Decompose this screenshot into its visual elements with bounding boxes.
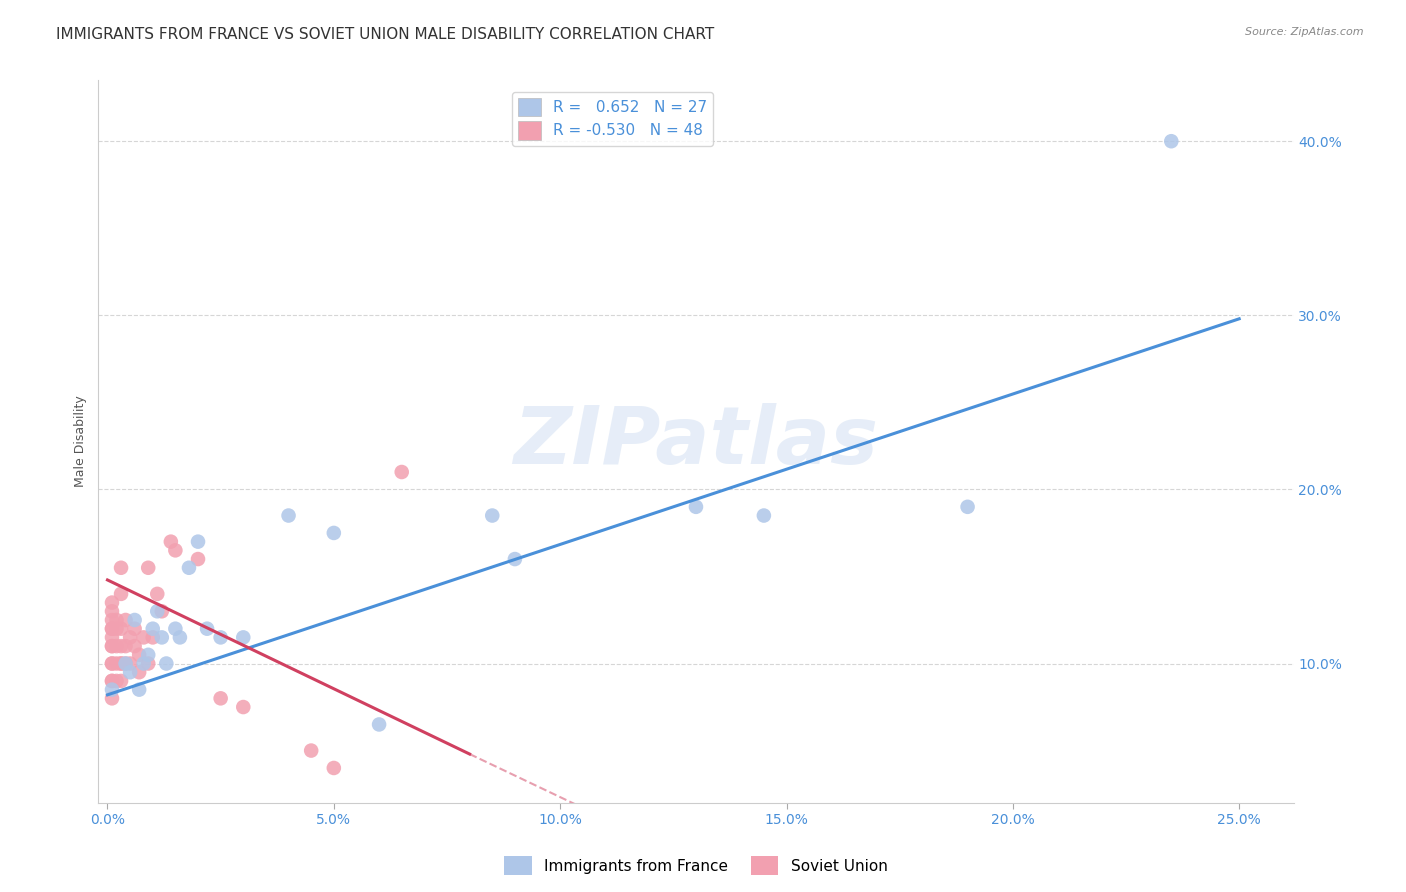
Point	[114, 639, 136, 653]
Point	[101, 639, 124, 653]
Point	[101, 657, 124, 671]
Point	[177, 561, 200, 575]
Point	[752, 508, 775, 523]
Y-axis label: Male Disability: Male Disability	[73, 396, 87, 487]
Point	[105, 613, 128, 627]
Point	[128, 682, 150, 697]
Text: ZIPatlas: ZIPatlas	[513, 402, 879, 481]
Point	[299, 743, 322, 757]
Point	[155, 657, 177, 671]
Point	[101, 604, 124, 618]
Text: IMMIGRANTS FROM FRANCE VS SOVIET UNION MALE DISABILITY CORRELATION CHART: IMMIGRANTS FROM FRANCE VS SOVIET UNION M…	[56, 27, 714, 42]
Point	[120, 665, 142, 680]
Point	[105, 639, 128, 653]
Point	[368, 717, 391, 731]
Point	[187, 534, 209, 549]
Point	[322, 761, 344, 775]
Point	[1160, 134, 1182, 148]
Point	[165, 622, 187, 636]
Point	[142, 622, 165, 636]
Point	[142, 631, 165, 645]
Point	[101, 673, 124, 688]
Point	[128, 648, 150, 662]
Point	[114, 657, 136, 671]
Point	[110, 673, 132, 688]
Point	[110, 657, 132, 671]
Point	[101, 657, 124, 671]
Point	[132, 657, 155, 671]
Point	[956, 500, 979, 514]
Point	[136, 657, 159, 671]
Point	[101, 691, 124, 706]
Point	[101, 631, 124, 645]
Point	[110, 561, 132, 575]
Point	[209, 691, 232, 706]
Point	[481, 508, 503, 523]
Point	[120, 631, 142, 645]
Point	[150, 604, 173, 618]
Legend: Immigrants from France, Soviet Union: Immigrants from France, Soviet Union	[498, 850, 894, 881]
Point	[232, 700, 254, 714]
Point	[165, 543, 187, 558]
Point	[136, 561, 159, 575]
Point	[146, 587, 169, 601]
Point	[110, 622, 132, 636]
Point	[277, 508, 299, 523]
Point	[105, 673, 128, 688]
Point	[195, 622, 218, 636]
Point	[160, 534, 183, 549]
Point	[101, 622, 124, 636]
Point	[128, 665, 150, 680]
Point	[132, 631, 155, 645]
Point	[101, 622, 124, 636]
Point	[124, 622, 146, 636]
Point	[169, 631, 191, 645]
Point	[101, 613, 124, 627]
Point	[120, 657, 142, 671]
Point	[101, 673, 124, 688]
Point	[110, 587, 132, 601]
Point	[105, 622, 128, 636]
Point	[114, 657, 136, 671]
Point	[110, 639, 132, 653]
Point	[150, 631, 173, 645]
Point	[322, 525, 344, 540]
Point	[101, 682, 124, 697]
Point	[110, 657, 132, 671]
Point	[105, 657, 128, 671]
Point	[503, 552, 526, 566]
Point	[685, 500, 707, 514]
Point	[232, 631, 254, 645]
Point	[101, 596, 124, 610]
Text: Source: ZipAtlas.com: Source: ZipAtlas.com	[1246, 27, 1364, 37]
Point	[187, 552, 209, 566]
Point	[124, 613, 146, 627]
Point	[101, 639, 124, 653]
Point	[146, 604, 169, 618]
Point	[136, 648, 159, 662]
Point	[114, 613, 136, 627]
Point	[124, 639, 146, 653]
Point	[391, 465, 413, 479]
Point	[209, 631, 232, 645]
